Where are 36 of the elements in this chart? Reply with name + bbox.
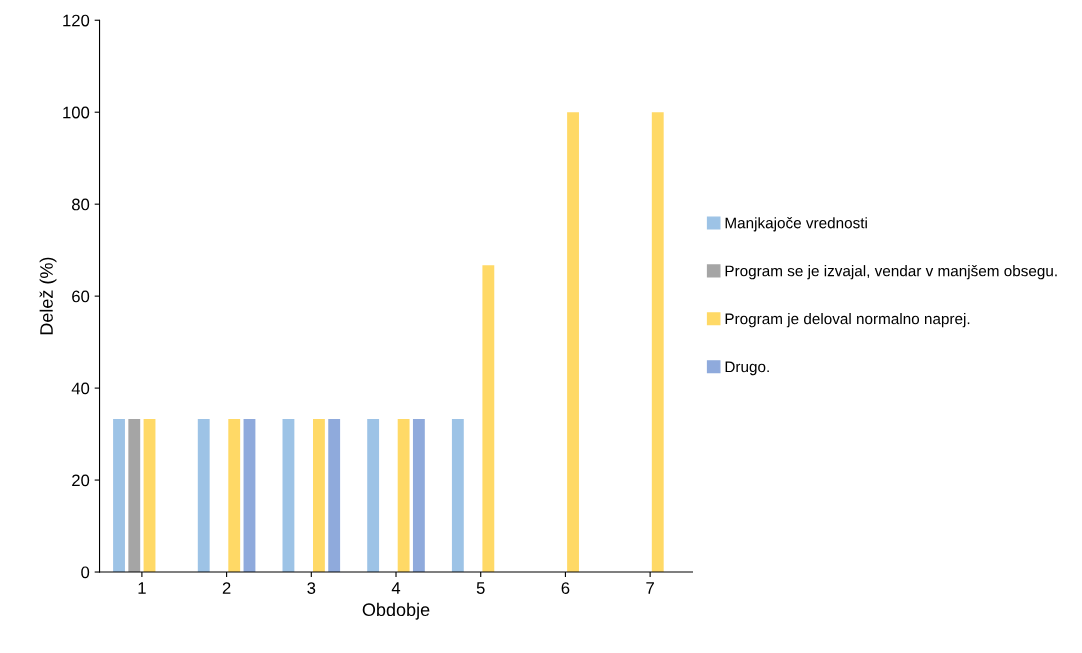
bar xyxy=(113,418,125,573)
x-tick-label: 5 xyxy=(476,582,485,594)
legend-label: Program se je izvajal, vendar v manjšem obsegu. xyxy=(725,265,1057,280)
y-tick-label: 120 xyxy=(63,14,90,27)
bar xyxy=(228,418,241,573)
y-tick-label: 60 xyxy=(72,290,90,303)
bar xyxy=(567,112,579,573)
y-axis-title: Delež (%) xyxy=(39,257,57,335)
bar xyxy=(128,418,141,573)
bar xyxy=(313,418,325,573)
x-tick-label: 4 xyxy=(391,582,401,594)
bar xyxy=(482,265,495,573)
y-tick-label: 40 xyxy=(71,382,90,395)
legend-label: Manjkajoče vrednosti xyxy=(725,217,867,232)
y-tick-label: 100 xyxy=(63,106,90,119)
bar xyxy=(243,418,256,573)
y-tick-label: 0 xyxy=(81,566,90,579)
bar xyxy=(282,418,295,573)
x-tick-label: 3 xyxy=(307,582,316,594)
x-axis-title: Obdobje xyxy=(362,602,430,620)
bar xyxy=(412,418,425,573)
x-tick-label: 6 xyxy=(561,582,570,594)
legend-label: Program je deloval normalno naprej. xyxy=(725,313,970,328)
bar xyxy=(367,418,380,573)
bar xyxy=(197,418,210,573)
y-tick-label: 20 xyxy=(72,474,90,487)
bar xyxy=(451,418,464,573)
bar xyxy=(143,418,156,573)
legend-label: Drugo. xyxy=(725,361,769,376)
x-tick-label: 7 xyxy=(646,582,654,594)
x-tick-label: 1 xyxy=(138,582,146,594)
x-tick-label: 2 xyxy=(222,582,231,594)
bar xyxy=(397,418,410,573)
y-tick-label: 80 xyxy=(72,198,90,211)
bar xyxy=(651,112,664,573)
bar xyxy=(328,418,341,573)
